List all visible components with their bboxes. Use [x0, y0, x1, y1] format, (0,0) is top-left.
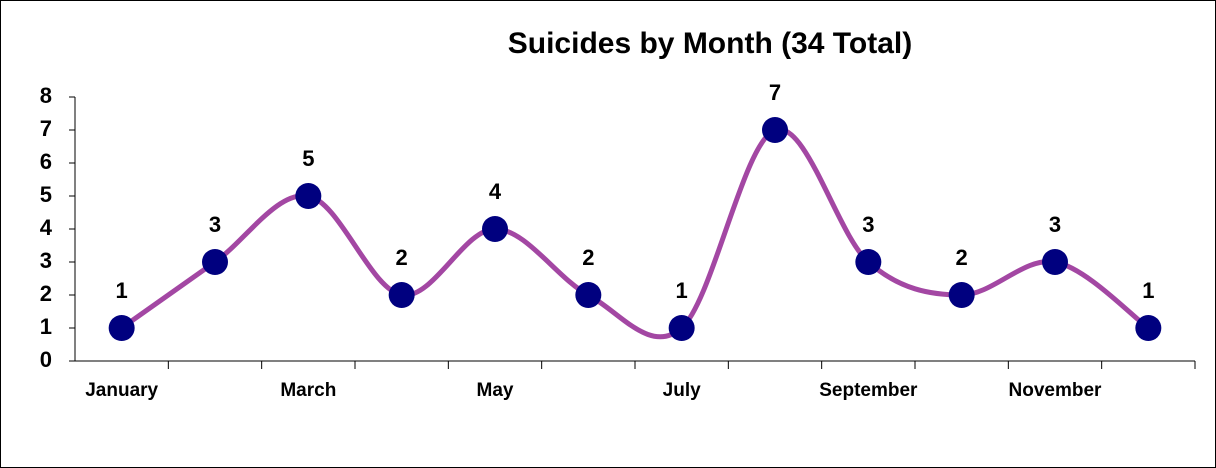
- y-tick-label: 1: [40, 314, 52, 339]
- data-label: 4: [489, 179, 502, 204]
- data-label: 2: [396, 245, 408, 270]
- y-tick-label: 4: [40, 215, 53, 240]
- marker: [668, 315, 695, 341]
- x-tick-label: September: [819, 380, 918, 401]
- data-label: 5: [302, 146, 314, 171]
- marker: [575, 282, 602, 308]
- y-tick-label: 3: [40, 248, 52, 273]
- x-tick-label: November: [1009, 380, 1103, 401]
- data-label: 1: [1142, 278, 1154, 303]
- y-tick-label: 7: [40, 116, 52, 141]
- data-label: 3: [1049, 212, 1061, 237]
- marker: [762, 117, 788, 143]
- marker: [948, 282, 975, 308]
- marker: [108, 315, 135, 341]
- data-label: 7: [769, 80, 781, 105]
- data-label: 2: [956, 245, 968, 270]
- y-tick-label: 2: [40, 281, 52, 306]
- data-label: 2: [582, 245, 594, 270]
- data-label: 3: [862, 212, 874, 237]
- x-tick-label: January: [85, 380, 158, 401]
- data-label: 1: [676, 278, 688, 303]
- y-tick-label: 0: [40, 347, 52, 372]
- y-tick-label: 8: [40, 83, 52, 108]
- marker: [295, 183, 322, 209]
- y-tick-label: 6: [40, 149, 52, 174]
- marker: [388, 282, 415, 308]
- marker: [855, 249, 882, 275]
- marker: [482, 216, 508, 242]
- x-tick-label: March: [280, 380, 336, 401]
- marker: [1135, 315, 1162, 341]
- data-label: 3: [209, 212, 221, 237]
- x-tick-label: July: [663, 380, 701, 401]
- chart-title: Suicides by Month (34 Total): [508, 27, 912, 60]
- x-tick-label: May: [477, 380, 514, 401]
- y-tick-label: 5: [40, 182, 52, 207]
- marker: [202, 249, 228, 275]
- marker: [1042, 249, 1068, 275]
- data-label: 1: [116, 278, 128, 303]
